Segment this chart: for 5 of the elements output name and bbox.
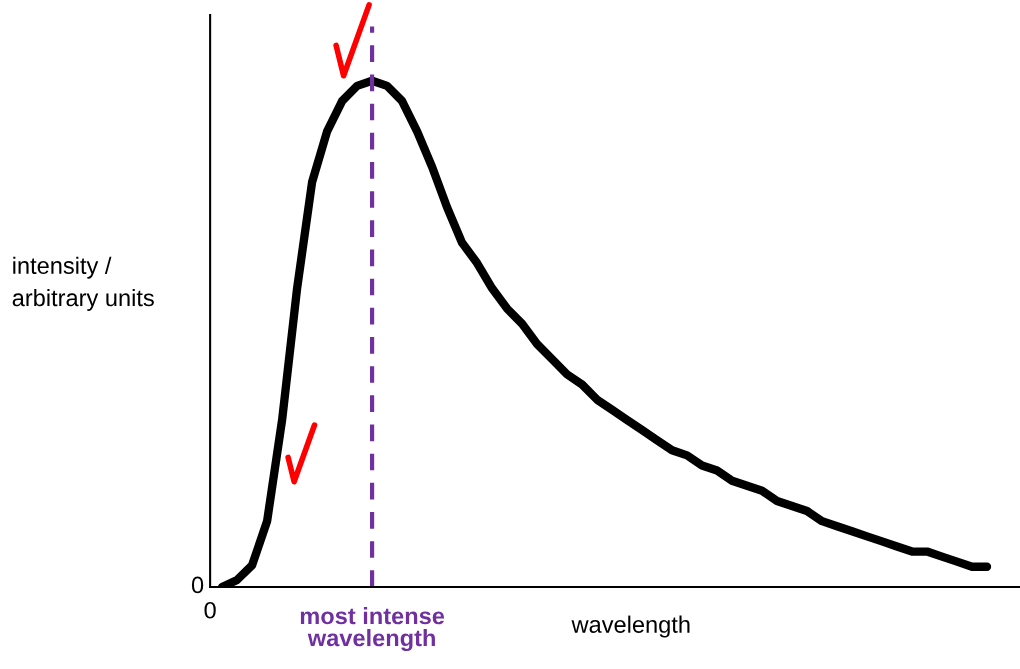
- text: 0: [204, 601, 216, 619]
- text: 0: [191, 576, 204, 594]
- y-axis-title: intensity / arbitrary units: [12, 256, 154, 311]
- text: most intense wavelength: [300, 607, 445, 652]
- x-axis-title: wavelength: [571, 615, 690, 638]
